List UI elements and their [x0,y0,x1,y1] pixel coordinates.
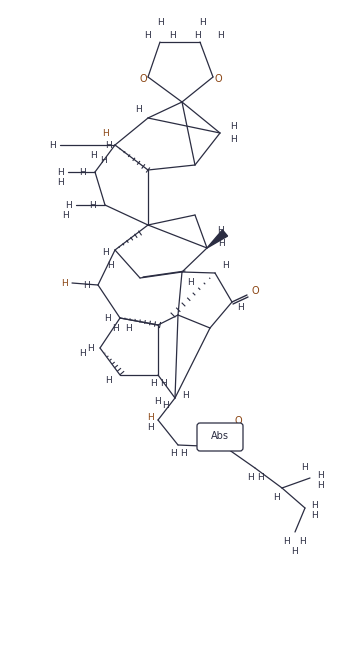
Text: O: O [251,286,259,296]
Text: H: H [49,140,55,149]
Text: H: H [182,390,188,399]
Text: H: H [147,413,153,422]
Text: H: H [199,17,205,26]
Text: H: H [187,278,193,286]
Text: H: H [317,470,323,479]
Text: H: H [160,379,166,388]
Text: Abs: Abs [211,431,229,441]
Text: H: H [102,129,108,138]
Text: H: H [89,200,95,209]
Text: O: O [234,416,242,426]
Text: H: H [216,30,223,39]
Text: H: H [57,178,63,187]
Text: H: H [112,324,118,333]
Text: H: H [65,200,71,209]
Text: H: H [193,30,200,39]
Text: O: O [214,74,222,84]
Text: H: H [105,375,111,384]
Text: H: H [104,313,110,322]
Text: H: H [247,472,253,481]
Text: H: H [230,134,236,143]
Text: H: H [125,324,132,333]
Text: H: H [144,30,150,39]
Text: H: H [147,424,153,433]
Text: H: H [230,121,236,130]
Text: H: H [218,238,224,247]
Text: H: H [150,379,156,388]
Text: H: H [62,211,68,220]
Text: H: H [317,481,323,490]
Text: H: H [274,492,280,501]
Text: H: H [157,17,163,26]
Text: H: H [90,151,96,160]
Text: H: H [102,247,108,256]
Text: H: H [105,140,111,149]
Text: H: H [100,156,106,165]
Text: H: H [222,260,228,269]
Text: H: H [292,548,298,556]
Text: H: H [256,472,263,481]
Text: H: H [180,450,187,459]
Text: H: H [79,167,85,176]
Text: H: H [106,260,113,269]
Text: H: H [161,402,168,410]
Text: H: H [79,348,85,357]
Text: H: H [302,463,308,472]
Text: H: H [153,397,160,406]
Text: H: H [216,225,223,234]
Text: H: H [87,344,93,353]
FancyBboxPatch shape [197,423,243,451]
Polygon shape [207,230,228,248]
Text: H: H [237,302,243,311]
Text: H: H [311,501,318,510]
Text: H: H [169,30,175,39]
Text: O: O [139,74,147,84]
Text: H: H [57,167,63,176]
Text: H: H [311,512,318,521]
Text: H: H [169,450,176,459]
Text: H: H [135,105,141,114]
Text: H: H [284,536,290,545]
Text: H: H [82,280,89,289]
Text: H: H [61,278,68,287]
Text: H: H [300,536,306,545]
